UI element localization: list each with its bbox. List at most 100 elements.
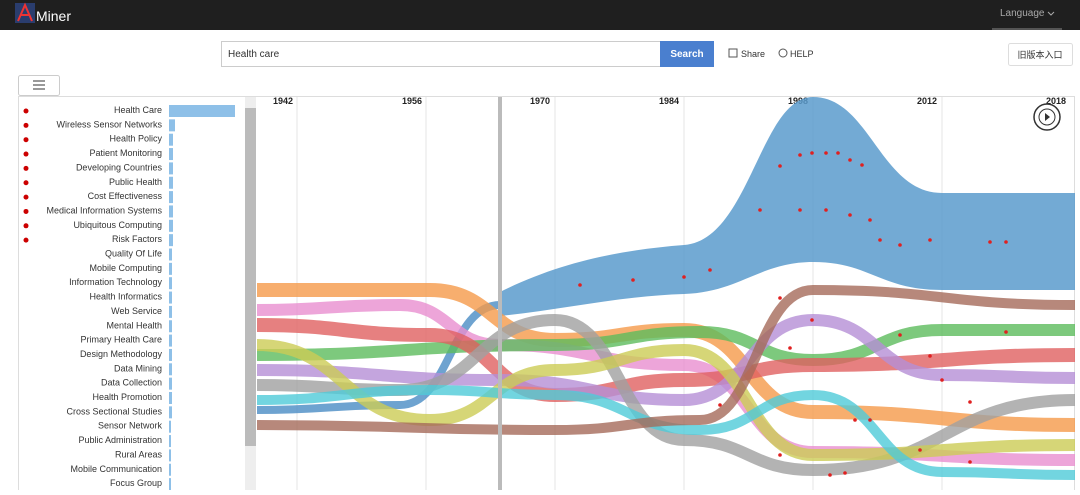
search-button-label: Search bbox=[670, 49, 703, 60]
topic-label: Mobile Communication bbox=[70, 464, 162, 474]
topic-bar bbox=[169, 148, 173, 161]
stream bbox=[256, 284, 1076, 436]
topic-dot bbox=[23, 237, 29, 243]
topic-dot bbox=[23, 122, 29, 128]
year-label: 1942 bbox=[273, 96, 293, 106]
top-bar bbox=[0, 0, 1080, 30]
help-icon bbox=[778, 48, 788, 58]
topic-label: Cost Effectiveness bbox=[88, 191, 163, 201]
trend-chart: 1942 1956 1970 1984 1998 2012 2018 bbox=[256, 96, 1076, 490]
paper-dot bbox=[928, 238, 932, 242]
paper-dot bbox=[918, 448, 922, 452]
share-icon bbox=[728, 48, 738, 58]
stream bbox=[256, 301, 501, 414]
topic-bar bbox=[169, 320, 172, 333]
paper-dot bbox=[878, 238, 882, 242]
topic-label: Data Mining bbox=[114, 363, 162, 373]
topic-label: Mental Health bbox=[106, 320, 162, 330]
topic-label: Risk Factors bbox=[112, 234, 163, 244]
time-cursor[interactable] bbox=[498, 97, 502, 490]
old-version-button[interactable] bbox=[1008, 43, 1073, 66]
topic-label: Public Health bbox=[109, 177, 162, 187]
topic-dot bbox=[23, 223, 29, 229]
paper-dot bbox=[682, 275, 686, 279]
paper-dot bbox=[848, 213, 852, 217]
paper-dot bbox=[988, 240, 992, 244]
paper-dot bbox=[708, 268, 712, 272]
year-label: 2012 bbox=[917, 96, 937, 106]
paper-dot bbox=[810, 318, 814, 322]
language-caret bbox=[1047, 11, 1055, 16]
topic-dot bbox=[23, 151, 29, 157]
topic-bar bbox=[169, 463, 171, 476]
year-label: 1998 bbox=[788, 96, 808, 106]
topic-bar bbox=[169, 305, 172, 318]
topic-label: Rural Areas bbox=[115, 449, 163, 459]
year-label: 2018 bbox=[1046, 96, 1066, 106]
topic-bar bbox=[169, 406, 172, 419]
search-input[interactable] bbox=[221, 41, 661, 67]
topic-label: Health Policy bbox=[109, 134, 162, 144]
topic-label: Web Service bbox=[111, 306, 162, 316]
topic-label: Information Technology bbox=[69, 277, 162, 287]
year-label: 1956 bbox=[402, 96, 422, 106]
paper-dot bbox=[828, 473, 832, 477]
topic-label: Ubiquitous Computing bbox=[73, 220, 162, 230]
stream bbox=[256, 339, 1076, 462]
logo[interactable]: Miner bbox=[36, 8, 71, 24]
stream bbox=[256, 384, 1076, 480]
topic-dot bbox=[23, 208, 29, 214]
topic-bar bbox=[169, 363, 172, 376]
search-button[interactable] bbox=[660, 41, 714, 67]
topic-bar bbox=[169, 291, 172, 304]
paper-dot bbox=[898, 333, 902, 337]
topic-label: Sensor Network bbox=[98, 421, 163, 431]
paper-dot bbox=[824, 208, 828, 212]
paper-dot bbox=[968, 460, 972, 464]
topic-label: Health Informatics bbox=[89, 292, 162, 302]
topic-label: Quality Of Life bbox=[105, 249, 162, 259]
help-link[interactable]: HELP bbox=[790, 49, 814, 59]
topic-bar bbox=[169, 449, 171, 462]
paper-dot bbox=[788, 346, 792, 350]
paper-dot bbox=[631, 278, 635, 282]
paper-dot bbox=[1004, 330, 1008, 334]
topic-label: Developing Countries bbox=[76, 162, 163, 172]
paper-dot bbox=[940, 378, 944, 382]
topic-bar bbox=[169, 176, 173, 189]
topic-bar bbox=[169, 392, 172, 404]
paper-dot bbox=[968, 400, 972, 404]
paper-dot bbox=[578, 283, 582, 287]
topic-bar bbox=[169, 377, 172, 390]
language-menu[interactable]: Language bbox=[1000, 8, 1045, 19]
share-link[interactable]: Share bbox=[741, 49, 765, 59]
paper-dot bbox=[1004, 240, 1008, 244]
paper-dot bbox=[868, 418, 872, 422]
topic-bar bbox=[169, 262, 172, 275]
topic-bar bbox=[169, 248, 172, 261]
list-icon bbox=[33, 80, 45, 90]
topic-bar bbox=[169, 334, 172, 347]
scroll-thumb[interactable] bbox=[245, 108, 256, 446]
paper-dot bbox=[898, 243, 902, 247]
topic-dot bbox=[23, 194, 29, 200]
topic-bar bbox=[169, 277, 172, 290]
topic-dot bbox=[23, 108, 29, 114]
paper-dot bbox=[758, 208, 762, 212]
topic-label: Patient Monitoring bbox=[89, 148, 162, 158]
stream bbox=[256, 323, 1075, 367]
topic-bar bbox=[169, 205, 173, 218]
year-label: 1984 bbox=[659, 96, 679, 106]
topic-bar bbox=[169, 435, 171, 448]
paper-dot bbox=[810, 151, 814, 155]
play-ring bbox=[1038, 108, 1056, 126]
paper-dot bbox=[798, 153, 802, 157]
topic-bar bbox=[169, 191, 173, 204]
topic-label: Data Collection bbox=[101, 378, 162, 388]
topic-label: Health Care bbox=[114, 105, 162, 115]
paper-dot bbox=[836, 151, 840, 155]
paper-dot bbox=[848, 158, 852, 162]
logo-icon bbox=[15, 2, 35, 23]
topic-label: Design Methodology bbox=[80, 349, 163, 359]
